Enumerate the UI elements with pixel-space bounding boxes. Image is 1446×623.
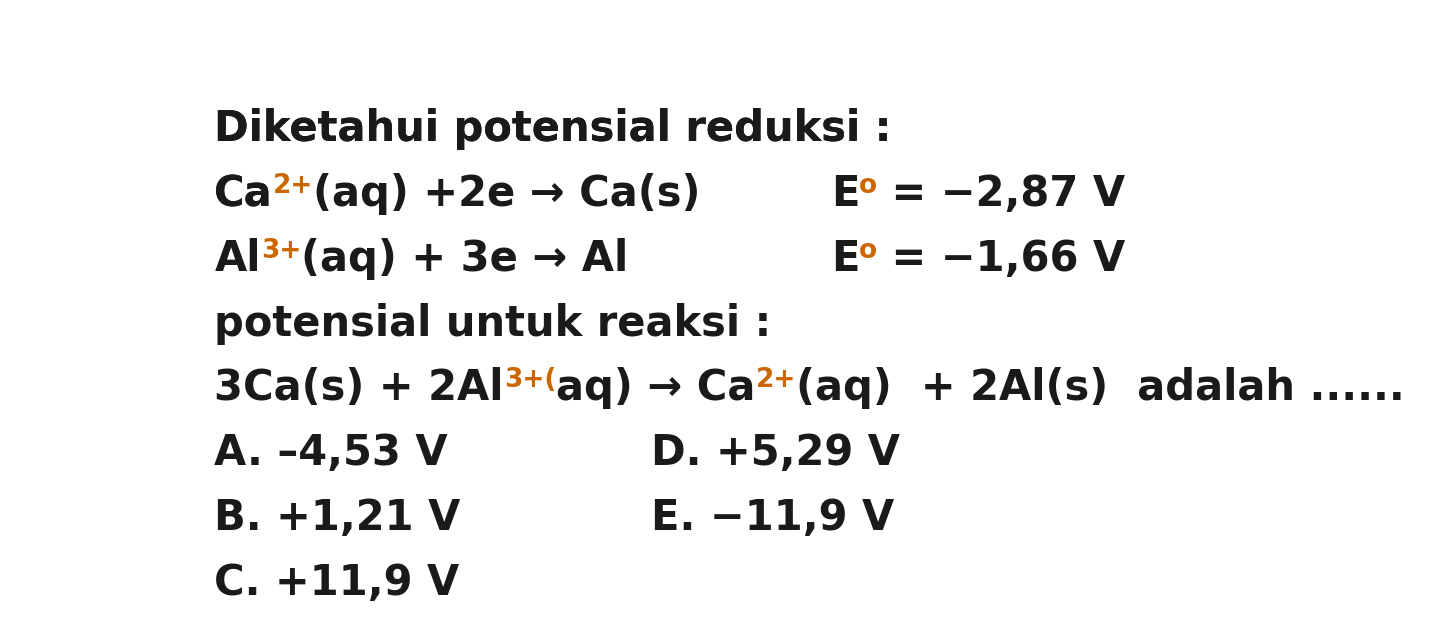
Text: = −2,87 V: = −2,87 V [878, 173, 1125, 215]
Text: Diketahui potensial reduksi :: Diketahui potensial reduksi : [214, 108, 892, 150]
Text: C. +11,9 V: C. +11,9 V [214, 562, 460, 604]
Text: D. +5,29 V: D. +5,29 V [651, 432, 901, 474]
Text: 2+: 2+ [756, 368, 795, 393]
Text: E: E [830, 238, 859, 280]
Text: E. −11,9 V: E. −11,9 V [651, 497, 895, 539]
Text: (aq)  + 2Al(s)  adalah ......: (aq) + 2Al(s) adalah ...... [795, 368, 1404, 409]
Text: 3+(: 3+( [503, 368, 557, 393]
Text: 2+: 2+ [273, 173, 314, 199]
Text: potensial untuk reaksi :: potensial untuk reaksi : [214, 303, 772, 345]
Text: E: E [830, 173, 859, 215]
Text: (aq) +2e → Ca(s): (aq) +2e → Ca(s) [314, 173, 701, 215]
Text: 3+: 3+ [260, 238, 301, 264]
Text: Ca: Ca [214, 173, 273, 215]
Text: Al: Al [214, 238, 260, 280]
Text: o: o [859, 238, 878, 264]
Text: Ca: Ca [214, 173, 273, 215]
Text: (aq) + 3e → Al: (aq) + 3e → Al [301, 238, 629, 280]
Text: Diketahui potensial reduksi :: Diketahui potensial reduksi : [214, 108, 892, 150]
Text: B. +1,21 V: B. +1,21 V [214, 497, 461, 539]
Text: 3Ca(s) + 2Al: 3Ca(s) + 2Al [214, 368, 503, 409]
Text: o: o [859, 173, 878, 199]
Text: A. –4,53 V: A. –4,53 V [214, 432, 448, 474]
Text: aq) → Ca: aq) → Ca [557, 368, 756, 409]
Text: = −1,66 V: = −1,66 V [878, 238, 1125, 280]
